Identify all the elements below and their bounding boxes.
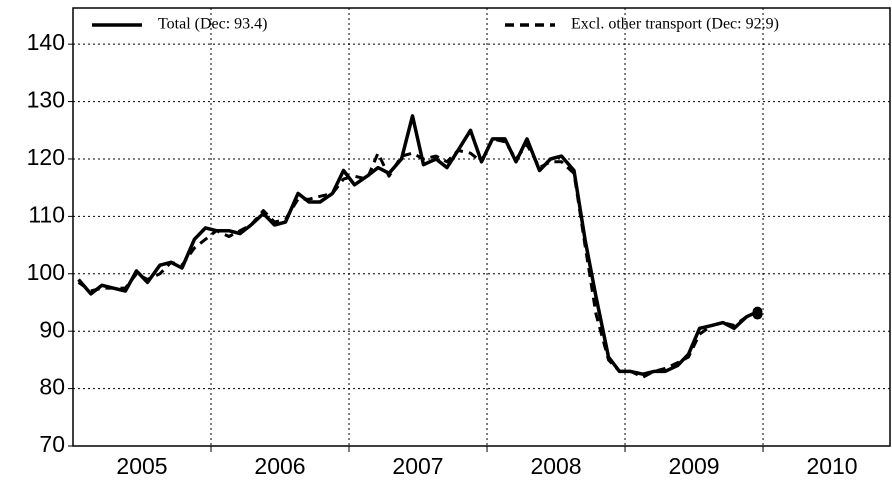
series-line	[77, 114, 759, 376]
plot-frame	[72, 7, 891, 447]
y-tick-label: 70	[39, 431, 65, 457]
y-tick-label: 120	[27, 144, 65, 170]
legend-label: Total (Dec: 93.4)	[158, 16, 268, 33]
y-tick-label: 130	[27, 87, 65, 113]
y-tick-label: 110	[28, 201, 65, 227]
x-tick-label: 2006	[254, 453, 305, 479]
legend-label: Excl. other transport (Dec: 92.9)	[571, 16, 779, 33]
x-tick-label: 2010	[806, 453, 857, 479]
series-line	[77, 137, 758, 379]
y-tick-label: 100	[27, 259, 65, 285]
x-tick-label: 2007	[392, 453, 443, 479]
y-tick-label: 140	[27, 29, 65, 55]
end-dot	[752, 309, 763, 320]
y-tick-label: 80	[39, 374, 65, 400]
y-tick-label: 90	[39, 316, 65, 342]
x-tick-label: 2008	[530, 453, 581, 479]
x-tick-label: 2005	[116, 453, 167, 479]
x-tick-label: 2009	[668, 453, 719, 479]
